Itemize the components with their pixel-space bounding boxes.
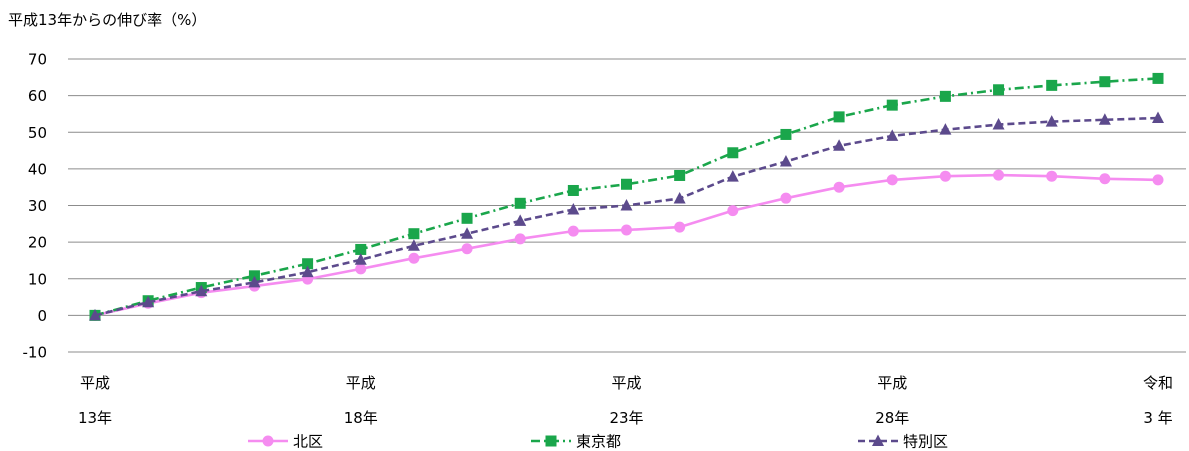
data-point [779,155,792,167]
y-axis-title: 平成13年からの伸び率（%） [8,11,207,29]
data-point [248,275,261,288]
data-point [567,184,579,196]
data-point [780,192,792,204]
x-tick-label: 平成 [877,374,907,392]
x-tick-label: 28年 [875,409,909,427]
data-point [1152,111,1164,123]
data-point [355,263,367,275]
data-point [302,258,314,270]
data-point [727,205,739,217]
data-point [408,228,420,240]
y-tick-label: 60 [28,87,47,105]
y-tick-label: 0 [37,307,47,325]
series-line [94,173,1159,317]
data-point [567,203,580,215]
data-point [354,253,367,265]
data-point [1046,79,1058,91]
data-point [674,221,686,233]
legend-label: 特別区 [903,433,948,451]
y-tick-label: 70 [28,51,47,69]
y-tick-labels: -10 0 10 20 30 40 50 60 70 [23,51,48,362]
data-point [1045,115,1058,127]
legend-label: 東京都 [576,433,621,451]
data-point [833,139,846,151]
data-point [673,192,686,204]
data-point [621,178,632,190]
y-tick-label: 40 [28,160,47,178]
x-tick-labels: 平成 13年 平成 18年 平成 23年 平成 28年 令和 3 年 [78,374,1173,427]
data-point [1152,174,1164,186]
x-tick-label: 18年 [344,409,378,427]
data-point [726,170,739,182]
data-point [621,224,632,236]
data-point [833,181,845,193]
data-point [1098,113,1111,125]
x-tick-label: 平成 [80,374,110,392]
x-tick-label: 13年 [78,409,112,427]
y-tick-label: 10 [28,270,47,288]
data-point [727,147,739,159]
data-point [1099,173,1111,185]
legend-item: 北区 [248,433,323,451]
data-point [514,214,527,226]
x-tick-label: 23年 [609,409,643,427]
data-point [993,169,1005,181]
legend-marker-triangle-icon [872,434,884,446]
data-point [939,170,951,182]
series-triangle [89,111,1164,321]
data-point [142,295,155,308]
data-point [939,123,952,135]
data-point [407,239,420,251]
data-point [886,129,899,141]
data-point [461,243,473,255]
data-point [89,308,101,321]
legend-item: 特別区 [858,433,948,451]
series-lines [89,72,1164,321]
x-tick-label: 平成 [611,374,641,392]
y-tick-label: 50 [28,124,47,142]
data-point [301,265,314,278]
y-tick-label: 30 [28,197,47,215]
data-point [195,284,208,297]
data-point [886,99,898,111]
data-point [461,227,474,239]
data-point [992,118,1005,130]
data-point [248,270,260,282]
y-tick-label: 20 [28,234,47,252]
series-line [94,77,1159,317]
x-tick-label: 3 年 [1143,409,1172,427]
data-point [355,243,367,255]
y-tick-label: -10 [23,344,48,362]
data-point [461,212,473,224]
series-circle [89,169,1164,321]
data-point [886,174,898,186]
data-point [939,90,951,102]
data-point [567,225,579,237]
legend-item: 東京都 [531,433,621,451]
x-tick-label: 平成 [346,374,376,392]
data-point [514,197,526,209]
data-point [674,169,686,181]
data-point [833,111,845,123]
data-point [408,252,420,264]
data-point [1152,72,1164,84]
legend: 北区 東京都 特別区 [248,433,948,451]
data-point [780,128,792,140]
x-tick-label: 令和 [1143,374,1173,392]
data-point [1046,170,1058,182]
legend-marker-circle-icon [262,435,274,447]
data-point [1099,76,1111,88]
legend-label: 北区 [293,433,323,451]
data-point [620,199,633,211]
data-point [993,84,1005,96]
legend-marker-square-icon [545,435,557,447]
data-point [514,233,526,245]
